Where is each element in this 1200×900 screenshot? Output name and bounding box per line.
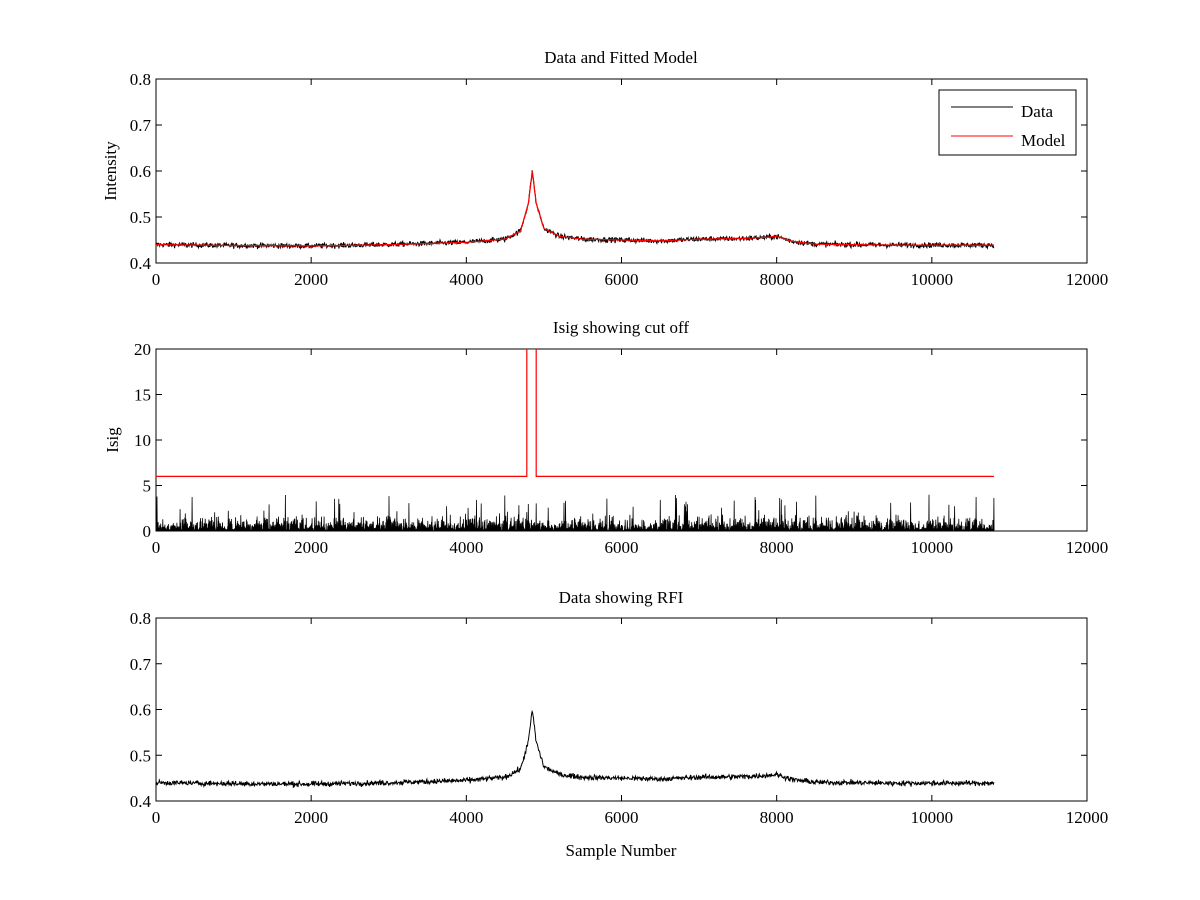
y-axis-label: Isig bbox=[103, 427, 122, 453]
x-tick-label: 10000 bbox=[911, 538, 954, 557]
y-axis-label: Intensity bbox=[101, 141, 120, 201]
y-tick-label: 20 bbox=[134, 340, 151, 359]
x-tick-label: 0 bbox=[152, 270, 161, 289]
x-tick-label: 6000 bbox=[605, 270, 639, 289]
y-tick-label: 0.4 bbox=[130, 792, 152, 811]
series-noise-isig bbox=[156, 494, 995, 531]
legend-box bbox=[938, 89, 1077, 156]
chart-title: Isig showing cut off bbox=[553, 318, 689, 337]
x-tick-label: 12000 bbox=[1066, 270, 1109, 289]
plot-series-group bbox=[156, 170, 995, 251]
x-tick-label: 6000 bbox=[605, 538, 639, 557]
x-tick-label: 2000 bbox=[294, 538, 328, 557]
y-tick-label: 0.4 bbox=[130, 254, 152, 273]
legend: Data Model bbox=[938, 89, 1077, 156]
x-tick-label: 2000 bbox=[294, 808, 328, 827]
y-tick-label: 15 bbox=[134, 386, 151, 405]
plot-series-group bbox=[156, 709, 995, 789]
y-tick-label: 10 bbox=[134, 431, 151, 450]
y-tick-label: 0.6 bbox=[130, 162, 151, 181]
x-tick-label: 0 bbox=[152, 538, 161, 557]
x-tick-label: 10000 bbox=[911, 808, 954, 827]
y-tick-label: 0.8 bbox=[130, 609, 151, 628]
x-tick-label: 4000 bbox=[449, 270, 483, 289]
x-tick-label: 6000 bbox=[605, 808, 639, 827]
x-tick-label: 2000 bbox=[294, 270, 328, 289]
series-line-s0 bbox=[156, 349, 994, 477]
x-tick-label: 8000 bbox=[760, 808, 794, 827]
y-tick-label: 0.7 bbox=[130, 655, 152, 674]
chart-title: Data and Fitted Model bbox=[544, 48, 698, 67]
x-tick-label: 8000 bbox=[760, 538, 794, 557]
x-tick-label: 4000 bbox=[449, 538, 483, 557]
x-tick-label: 8000 bbox=[760, 270, 794, 289]
panel-data-showing-rfi: Data showing RFI Sample Number 0 2000 4000… bbox=[130, 588, 1109, 860]
legend-label-data: Data bbox=[1021, 102, 1054, 121]
x-tick-label: 0 bbox=[152, 808, 161, 827]
series-line-s0 bbox=[156, 709, 995, 789]
y-tick-label: 0 bbox=[143, 522, 152, 541]
x-tick-label: 12000 bbox=[1066, 538, 1109, 557]
x-axis-label: Sample Number bbox=[566, 841, 677, 860]
y-tick-label: 0.8 bbox=[130, 70, 151, 89]
x-tick-label: 12000 bbox=[1066, 808, 1109, 827]
panel-isig-showing-cut-off: Isig showing cut off Isig 0 2000 4000 6000 8… bbox=[103, 318, 1108, 557]
panel-data-and-fitted-model: Data and Fitted Model Intensity 0 2000 400… bbox=[101, 48, 1108, 289]
y-tick-label: 5 bbox=[143, 477, 152, 496]
y-tick-label: 0.7 bbox=[130, 116, 152, 135]
chart-title: Data showing RFI bbox=[559, 588, 684, 607]
series-line-model bbox=[156, 170, 994, 247]
x-tick-label: 10000 bbox=[911, 270, 954, 289]
y-tick-label: 0.6 bbox=[130, 701, 151, 720]
plot-series-group bbox=[156, 349, 995, 531]
y-tick-label: 0.5 bbox=[130, 208, 151, 227]
legend-label-model: Model bbox=[1021, 131, 1066, 150]
y-tick-label: 0.5 bbox=[130, 746, 151, 765]
x-tick-label: 4000 bbox=[449, 808, 483, 827]
